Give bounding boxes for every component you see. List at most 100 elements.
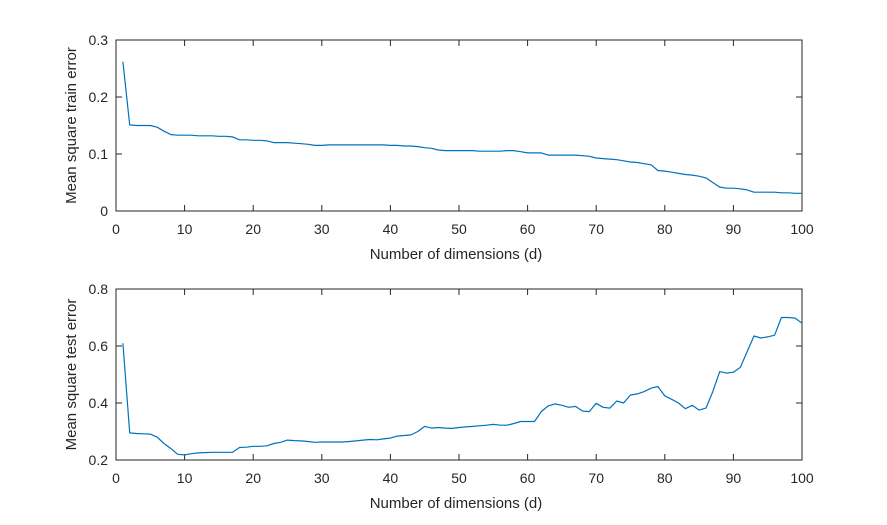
data-point [252,139,255,142]
x-tick-label: 100 [790,470,814,486]
data-point [698,409,701,412]
data-point [677,172,680,175]
data-point [121,342,124,345]
data-point [650,163,653,166]
data-point [410,433,413,436]
series-line [122,316,803,456]
data-point [787,191,790,194]
data-point [300,439,303,442]
data-point [492,423,495,426]
data-point [650,387,653,390]
data-point [636,392,639,395]
data-point [622,402,625,405]
data-point [801,192,804,195]
data-point [334,441,337,444]
data-point [526,151,529,154]
data-point [718,186,721,189]
y-axis-label: Mean square test error [63,299,80,451]
data-point [801,322,804,325]
x-tick-label: 70 [588,470,604,486]
x-tick-label: 10 [177,470,193,486]
data-point [629,161,632,164]
data-point [560,154,563,157]
data-point [217,135,220,138]
data-point [430,427,433,430]
data-point [746,188,749,191]
data-point [794,192,797,195]
data-point [389,144,392,147]
data-point [259,139,262,142]
data-point [279,141,282,144]
data-point [313,144,316,147]
y-tick-label: 0.8 [89,281,109,297]
data-point [313,441,316,444]
data-point [403,434,406,437]
data-point [204,134,207,137]
data-point [684,173,687,176]
data-point [670,171,673,174]
data-point [396,144,399,147]
data-point [732,187,735,190]
data-point [677,402,680,405]
data-point [705,407,708,410]
data-point [698,175,701,178]
x-tick-label: 60 [520,470,536,486]
y-tick-label: 0.4 [89,395,109,411]
y-tick-label: 0.6 [89,338,109,354]
data-point [272,141,275,144]
data-point [519,420,522,423]
data-point [725,372,728,375]
data-point [588,410,591,413]
data-point [320,441,323,444]
data-point [293,439,296,442]
data-point [787,316,790,319]
data-point [121,60,124,63]
data-point [423,146,426,149]
x-tick-label: 30 [314,470,330,486]
data-point [142,124,145,127]
data-point [396,435,399,438]
data-point [547,154,550,157]
series-line [122,61,802,194]
data-point [705,176,708,179]
x-axis-label: Number of dimensions (d) [370,246,543,263]
x-axis-label: Number of dimensions (d) [370,495,543,512]
data-point [547,404,550,407]
data-point [663,394,666,397]
data-point [643,390,646,393]
data-point [375,143,378,146]
data-point [348,143,351,146]
data-point [478,150,481,153]
data-point [163,130,166,133]
data-point [293,142,296,145]
x-tick-label: 50 [451,221,467,237]
data-point [368,143,371,146]
data-point [430,147,433,150]
data-point [355,143,358,146]
data-point [615,400,618,403]
data-point [245,138,248,141]
data-point [780,191,783,194]
data-point [533,151,536,154]
data-point [169,133,172,136]
data-point [478,424,481,427]
data-point [286,141,289,144]
data-point [348,440,351,443]
data-point [629,394,632,397]
x-tick-label: 40 [383,470,399,486]
x-tick-label: 90 [726,470,742,486]
data-point [581,410,584,413]
data-point [739,366,742,369]
data-point [416,145,419,148]
data-point [128,123,131,126]
data-point [773,191,776,194]
data-point [608,158,611,161]
x-tick-label: 80 [657,470,673,486]
data-point [224,451,227,454]
data-point [362,143,365,146]
data-point [506,424,509,427]
data-point [149,433,152,436]
train-error-chart: 0 10 20 30 40 50 60 70 80 90 100 0 0.1 0.2 0.3 Number o… [63,32,814,263]
data-point [217,451,220,454]
data-point [341,441,344,444]
